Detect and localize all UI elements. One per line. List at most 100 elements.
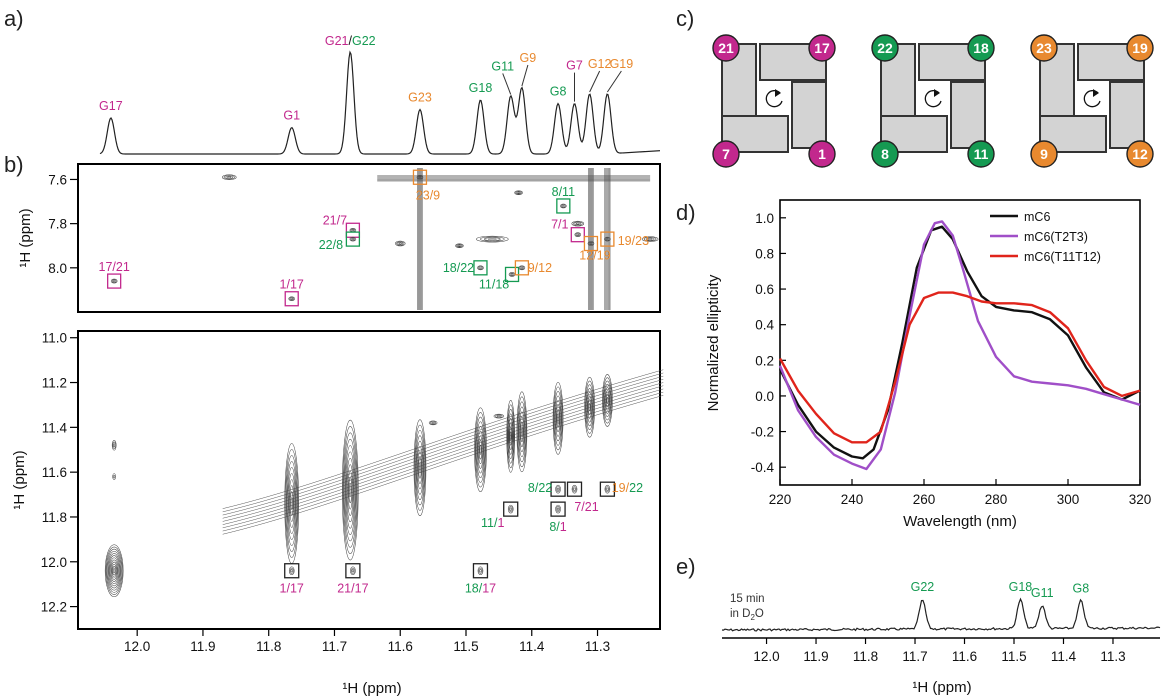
crosspeak-label-11-1: 11/1: [481, 516, 504, 530]
arrowhead-icon: [775, 89, 781, 97]
crosspeak-box-19-22: [599, 481, 616, 497]
residue-number-17: 17: [814, 40, 830, 56]
crosspeak-label-8-22: 8/22: [528, 481, 552, 495]
crosspeak-label-18-17: 18/17: [465, 582, 496, 596]
panel-e-spectrum-trace: [721, 597, 1161, 632]
crosspeak-box-8-11: [556, 198, 571, 214]
crosspeak-label-21-7: 21/7: [323, 213, 347, 227]
residue-circle-21: [712, 34, 740, 62]
residue-number-1: 1: [818, 146, 826, 162]
crosspeak-box-11-1: [503, 501, 519, 517]
panel-e-xlabel: ¹H (ppm): [912, 679, 971, 696]
cd-ytick-label: 0.0: [755, 389, 774, 404]
panel-b-bottom-frame: [77, 330, 661, 630]
legend-label-mc6: mC6: [1024, 210, 1050, 224]
crosspeak-label-19-22: 19/22: [612, 481, 643, 495]
small-contour: [111, 439, 117, 451]
legend-label-mc6-t11t12-: mC6(T11T12): [1024, 250, 1101, 264]
residue-number-7: 7: [722, 146, 730, 162]
crosspeak-label-12-19: 12/19: [579, 249, 610, 263]
crosspeak-8-11: [560, 203, 567, 209]
crosspeak-box-21-17: [345, 563, 361, 579]
noise-contour: [514, 190, 523, 195]
panel-b-top-noesy: 7.6 7.8 8.0 17/21 1/17 21/7 22/8 23/9 8/11 7/1 18…: [17, 163, 661, 313]
peak-label-g23: G23: [408, 91, 432, 105]
residue-circle-12: [1126, 140, 1154, 168]
peak-label-g17: G17: [99, 99, 123, 113]
ytick-label: 12.0: [41, 555, 67, 570]
panel-label-c: c): [676, 6, 694, 31]
diagonal-contour: [506, 400, 515, 473]
noise-contour: [455, 243, 464, 249]
residue-number-22: 22: [877, 40, 893, 56]
diagonal-contour: [284, 443, 300, 564]
arrowhead-icon: [1093, 89, 1099, 97]
crosspeak-box-8-22: [550, 481, 566, 497]
residue-number-8: 8: [881, 146, 889, 162]
cd-ytick-label: 0.2: [755, 353, 774, 368]
panel-e-peak-g8: G8: [1072, 581, 1089, 595]
peak-leader-g9: [521, 64, 529, 87]
crosspeak-box-12-19: [583, 235, 599, 252]
panel-b-top-frame: [77, 163, 661, 313]
crosspeak-box-22-8: [345, 231, 361, 247]
residue-circle-22: [871, 34, 899, 62]
crosspeak-label-11-18: 11/18: [479, 277, 509, 291]
panel-label-a: a): [4, 6, 24, 31]
xtick-label: 11.8: [256, 639, 281, 654]
cd-ytick-label: 1.0: [755, 211, 774, 226]
diagonal-contour: [104, 544, 124, 598]
residue-circle-17: [808, 34, 836, 62]
panel-e-peak-g18: G18: [1009, 580, 1033, 594]
crosspeak-box-9-12: [514, 260, 530, 276]
xtick-label: 11.9: [190, 639, 215, 654]
crosspeak-label-19-23: 19/23: [618, 234, 649, 248]
crosspeak-23-9: [416, 174, 424, 180]
cd-series-mc6: [778, 225, 1141, 460]
diagonal-contour: [516, 391, 528, 473]
crosspeak-box-17-21: [107, 273, 122, 289]
small-contour: [493, 413, 505, 419]
crosspeak-label-21-17: 21/17: [337, 582, 368, 596]
panel-e-xtick-label: 11.7: [902, 649, 927, 664]
crosspeak-box-8-1: [550, 501, 566, 517]
xtick-label: 12.0: [124, 639, 150, 654]
panel-e-xtick-label: 12.0: [753, 649, 779, 664]
cd-xtick-label: 260: [913, 492, 936, 507]
crosspeak-label-9-12: 9/12: [528, 261, 552, 275]
noise-contour: [571, 220, 585, 227]
residue-number-18: 18: [973, 40, 989, 56]
peak-leader-g19: [606, 70, 622, 93]
crosspeak-box-18-17: [472, 563, 489, 579]
peak-label-g7: G7: [566, 59, 583, 73]
cd-series-mc6-t11t12-: [778, 291, 1141, 444]
crosspeak-box-21-7: [345, 222, 361, 238]
peak-label-g19: G19: [610, 57, 634, 71]
residue-circle-23: [1030, 34, 1058, 62]
residue-circle-18: [967, 34, 995, 62]
panel-e-d2o-spectrum: 12.0 11.9 11.8 11.7 11.6 11.5 11.4 11.3 G22 G18G…: [721, 580, 1161, 696]
panel-b-bottom-xlabel: ¹H (ppm): [342, 680, 401, 697]
cd-xtick-label: 280: [985, 492, 1008, 507]
cd-xtick-label: 220: [769, 492, 792, 507]
crosspeak-box-7-1: [570, 227, 585, 243]
residue-number-9: 9: [1040, 146, 1048, 162]
crosspeak-19-22: [604, 484, 611, 494]
crosspeak-22-8: [349, 236, 357, 242]
small-contour: [112, 473, 116, 480]
panel-e-xtick-label: 11.3: [1100, 649, 1125, 664]
d2o-note-line1: 15 min: [730, 593, 765, 605]
panel-e-xtick-label: 11.5: [1001, 649, 1026, 664]
crosspeak-7-21: [571, 484, 578, 494]
ytick-label: 11.0: [42, 331, 67, 346]
crosspeak-box-23-9: [412, 169, 428, 185]
crosspeak-box-18-22: [473, 260, 488, 276]
crosspeak-label-7-1: 7/1: [551, 218, 568, 232]
cd-ytick-label: 0.8: [755, 246, 774, 261]
crosspeak-label-1-17: 1/17: [280, 582, 304, 596]
crosspeak-label-23-9: 23/9: [416, 188, 440, 202]
panel-e-xtick-label: 11.8: [853, 649, 878, 664]
cd-xtick-label: 300: [1057, 492, 1080, 507]
peak-leader-g12: [589, 70, 601, 93]
